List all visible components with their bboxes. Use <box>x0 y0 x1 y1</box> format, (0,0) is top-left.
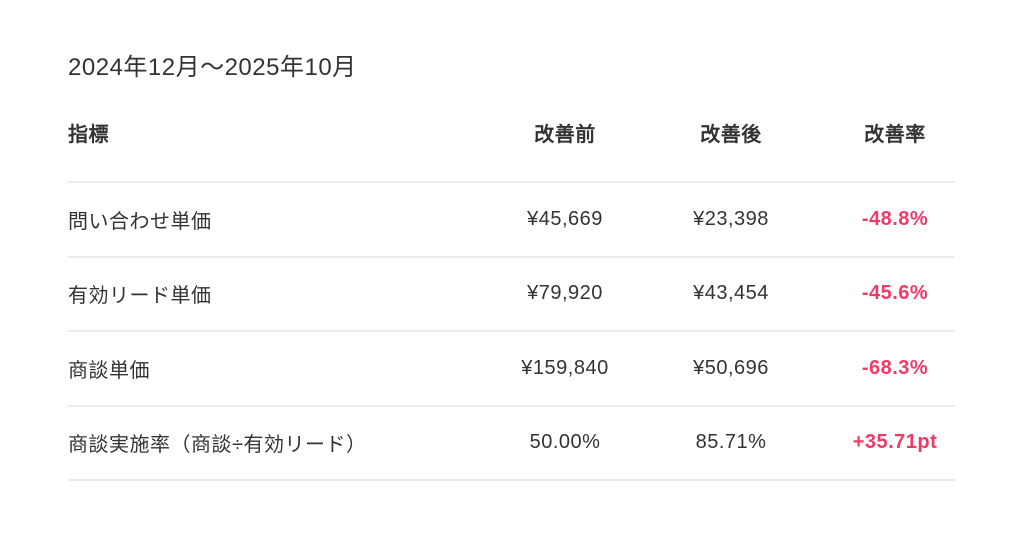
after-value: ¥50,696 <box>693 356 769 379</box>
rate-value: +35.71pt <box>852 431 938 454</box>
before-value: 50.00% <box>529 431 601 454</box>
table-header-row: 指標 改善前 改善後 改善率 <box>68 84 955 183</box>
table-row: 有効リード単価 ¥79,920 ¥43,454 -45.6% <box>68 258 955 332</box>
after-value: ¥23,398 <box>693 207 769 230</box>
metric-label: 商談単価 <box>68 359 150 382</box>
after-value: ¥43,454 <box>693 282 769 305</box>
rate-value: -45.6% <box>861 282 929 305</box>
metric-label: 有効リード単価 <box>68 285 212 308</box>
rate-value: -48.8% <box>861 207 929 230</box>
column-header-metric: 指標 <box>68 124 109 146</box>
column-header-rate: 改善率 <box>864 124 926 146</box>
before-value: ¥79,920 <box>527 282 603 305</box>
before-value: ¥159,840 <box>521 356 609 379</box>
table-row: 商談単価 ¥159,840 ¥50,696 -68.3% <box>68 332 955 407</box>
before-value: ¥45,669 <box>527 207 603 230</box>
after-value: 85.71% <box>695 431 767 454</box>
page-title: 2024年12月〜2025年10月 <box>68 54 357 81</box>
table-row: 問い合わせ単価 ¥45,669 ¥23,398 -48.8% <box>68 183 955 258</box>
column-header-before: 改善前 <box>534 124 596 146</box>
rate-value: -68.3% <box>861 356 929 379</box>
metrics-table: 指標 改善前 改善後 改善率 問い合わせ単価 ¥45,669 ¥23,398 -… <box>68 84 955 481</box>
metric-label: 商談実施率（商談÷有効リード） <box>68 434 367 457</box>
table-row: 商談実施率（商談÷有効リード） 50.00% 85.71% +35.71pt <box>68 407 955 481</box>
metric-label: 問い合わせ単価 <box>68 210 212 233</box>
column-header-after: 改善後 <box>700 124 762 146</box>
